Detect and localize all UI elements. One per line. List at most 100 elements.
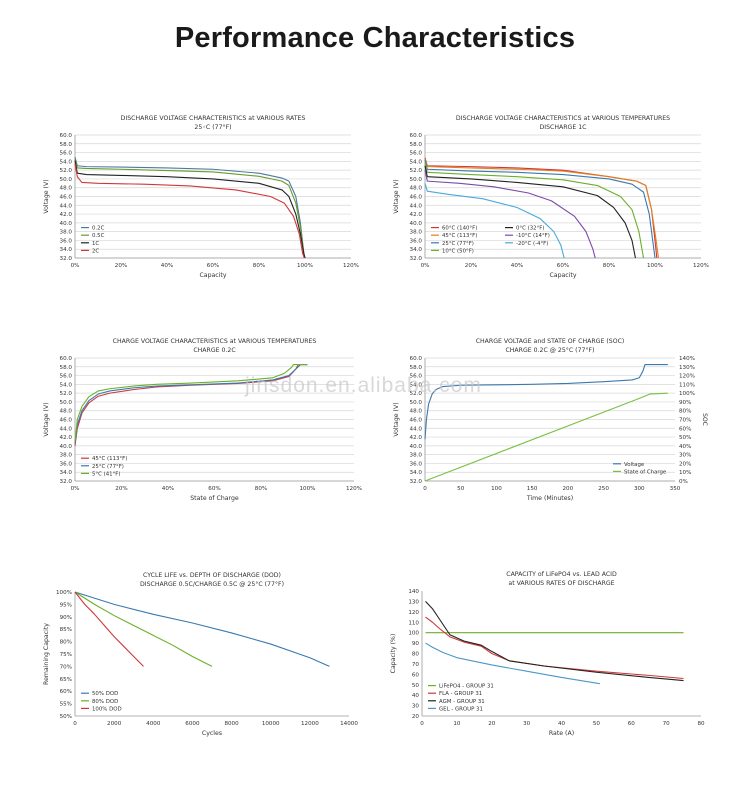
series-group — [424, 364, 668, 482]
y-tick-label: 60.0 — [60, 133, 73, 139]
series-line — [424, 170, 596, 259]
y-tick-label: 36.0 — [60, 238, 73, 244]
series-line — [424, 159, 656, 259]
y-tick-label: 42.0 — [60, 212, 73, 218]
y-tick-label: 56.0 — [60, 374, 73, 380]
series-line — [74, 160, 306, 259]
y-tick-label: 46.0 — [60, 195, 73, 201]
legend-item: -10°C (14°F) — [516, 233, 550, 239]
chart-subtitle: DISCHARGE 1C — [540, 124, 587, 131]
x-tick-label: 60% — [207, 263, 219, 269]
series-line — [425, 642, 600, 685]
y-tick-label: 40.0 — [410, 221, 423, 227]
y-tick-label: 38.0 — [60, 230, 73, 236]
y-tick-label: 56.0 — [60, 151, 73, 157]
y2-tick-label: 140% — [679, 356, 695, 362]
x-tick-label: 14000 — [340, 721, 358, 727]
series-line — [74, 591, 330, 667]
y-tick-label: 60% — [60, 689, 72, 695]
y-tick-label: 46.0 — [410, 418, 423, 424]
x-tick-label: 60% — [208, 486, 220, 492]
legend-item: FLA - GROUP 31 — [439, 691, 482, 697]
page-title: Performance Characteristics — [174, 22, 576, 54]
y-axis: 32.0 34.0 36.0 38.0 40.0 42.0 44.0 46.0 48.0 50.0… — [60, 133, 351, 262]
series-line — [424, 158, 659, 259]
y-tick-label: 58.0 — [60, 142, 73, 148]
y-tick-label: 54.0 — [410, 159, 423, 165]
x-axis-label: Capacity — [549, 272, 576, 279]
x-tick-label: 40% — [162, 486, 174, 492]
x-tick-label: 40% — [511, 263, 523, 269]
series-line — [425, 601, 684, 682]
y-tick-label: 32.0 — [60, 256, 73, 262]
x-axis: 0 10 20 30 40 50 60 70 80 — [420, 721, 705, 727]
y-tick-label: 38.0 — [410, 230, 423, 236]
legend: 45°C (113°F) 25°C (77°F)5°C (41°F) — [81, 456, 127, 477]
watermark: jinsdon.en.alibaba.com — [245, 374, 482, 397]
x-tick-label: 8000 — [224, 721, 239, 727]
x-tick-label: 2000 — [107, 721, 122, 727]
y-axis: 50% 55% 60% 65% 70% 75% 80% 85% 90% 95% 100% — [56, 590, 72, 720]
y-tick-label: 40.0 — [410, 444, 423, 450]
y2-tick-label: 40% — [679, 444, 691, 450]
chart-charge-soc: CHARGE VOLTAGE and STATE OF CHARGE (SOC)… — [375, 330, 750, 555]
chart-title: CYCLE LIFE vs. DEPTH OF DISCHARGE (DOD) — [143, 572, 281, 579]
y-tick-label: 95% — [60, 602, 72, 608]
legend-item: 80% DOD — [92, 699, 118, 705]
y-axis-label: Voltage (V) — [393, 402, 400, 436]
chart-discharge-temperatures: DISCHARGE VOLTAGE CHARACTERISTICS at VAR… — [375, 105, 750, 330]
chart-svg: CHARGE VOLTAGE and STATE OF CHARGE (SOC)… — [393, 338, 708, 502]
series-line — [424, 165, 636, 259]
y-tick-label: 60 — [412, 672, 420, 678]
x-tick-label: 40% — [161, 263, 173, 269]
x-tick-label: 150 — [527, 486, 538, 492]
y-axis: 32.0 34.0 36.0 38.0 40.0 42.0 44.0 46.0 48.0 50.0… — [60, 356, 354, 485]
chart-subtitle: 25◦C (77°F) — [194, 123, 231, 131]
y2-tick-label: 90% — [679, 400, 691, 406]
legend-item: 25°C (77°F) — [442, 241, 474, 247]
x-tick-label: 100% — [297, 263, 313, 269]
x-tick-label: 80% — [253, 263, 265, 269]
legend: 60°C (140°F)45°C (113°F) 25°C (77°F)10°C … — [431, 226, 550, 254]
y2-tick-label: 130% — [679, 365, 695, 371]
y-axis-label: Voltage (V) — [43, 402, 50, 436]
y-axis-label: Voltage (V) — [393, 179, 400, 213]
x-tick-label: 350 — [670, 486, 681, 492]
y2-tick-label: 60% — [679, 426, 691, 432]
y-tick-label: 60.0 — [60, 356, 73, 362]
x-axis-label: Cycles — [202, 730, 222, 737]
chart-svg: DISCHARGE VOLTAGE CHARACTERISTICS at VAR… — [43, 115, 359, 279]
x-tick-label: 0% — [421, 263, 430, 269]
y-tick-label: 44.0 — [410, 203, 423, 209]
chart-cycle-life: CYCLE LIFE vs. DEPTH OF DISCHARGE (DOD) D… — [0, 560, 375, 785]
chart-charge-temperatures: CHARGE VOLTAGE CHARACTERISTICS at VARIOU… — [0, 330, 375, 555]
chart-subtitle: DISCHARGE 0.5C/CHARGE 0.5C @ 25°C (77°F) — [140, 580, 284, 588]
x-tick-label: 6000 — [185, 721, 200, 727]
legend-item: 25°C (77°F) — [92, 464, 124, 470]
x-tick-label: 4000 — [146, 721, 161, 727]
series-group — [74, 591, 330, 667]
y-tick-label: 44.0 — [60, 426, 73, 432]
x-axis: 0% 20% 40% 60% 80% 100% 120% — [421, 263, 709, 269]
y-tick-label: 36.0 — [410, 238, 423, 244]
y-axis-label: Remaining Capacity — [43, 623, 50, 685]
y-tick-label: 55% — [60, 702, 72, 708]
legend-item: GEL - GROUP 31 — [439, 706, 483, 712]
y2-tick-label: 30% — [679, 453, 691, 459]
y-tick-label: 32.0 — [60, 479, 73, 485]
y-tick-label: 90% — [60, 615, 72, 621]
y-tick-label: 32.0 — [410, 256, 423, 262]
y-tick-label: 42.0 — [410, 212, 423, 218]
y2-axis-label: SOC — [701, 413, 708, 426]
legend-item: AGM - GROUP 31 — [439, 699, 485, 705]
y-tick-label: 38.0 — [60, 453, 73, 459]
x-tick-label: 0% — [71, 486, 80, 492]
series-line — [74, 591, 144, 667]
series-group — [74, 364, 308, 446]
y-tick-label: 34.0 — [410, 470, 423, 476]
y2-axis: 0% 10% 20% 30% 40% 50% 60% 70% 80% 90% 100% 110% 120… — [679, 356, 695, 485]
legend-item: Voltage — [624, 462, 645, 468]
y-tick-label: 90 — [412, 641, 420, 647]
